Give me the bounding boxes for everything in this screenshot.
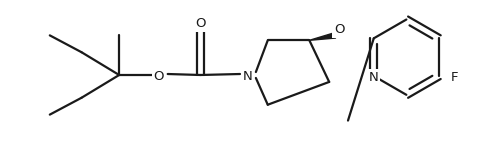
Polygon shape (309, 33, 335, 40)
Text: N: N (243, 70, 253, 83)
Text: F: F (451, 71, 458, 84)
Text: O: O (195, 17, 206, 31)
Text: O: O (153, 70, 164, 83)
Text: O: O (334, 23, 344, 37)
Text: N: N (369, 71, 378, 84)
